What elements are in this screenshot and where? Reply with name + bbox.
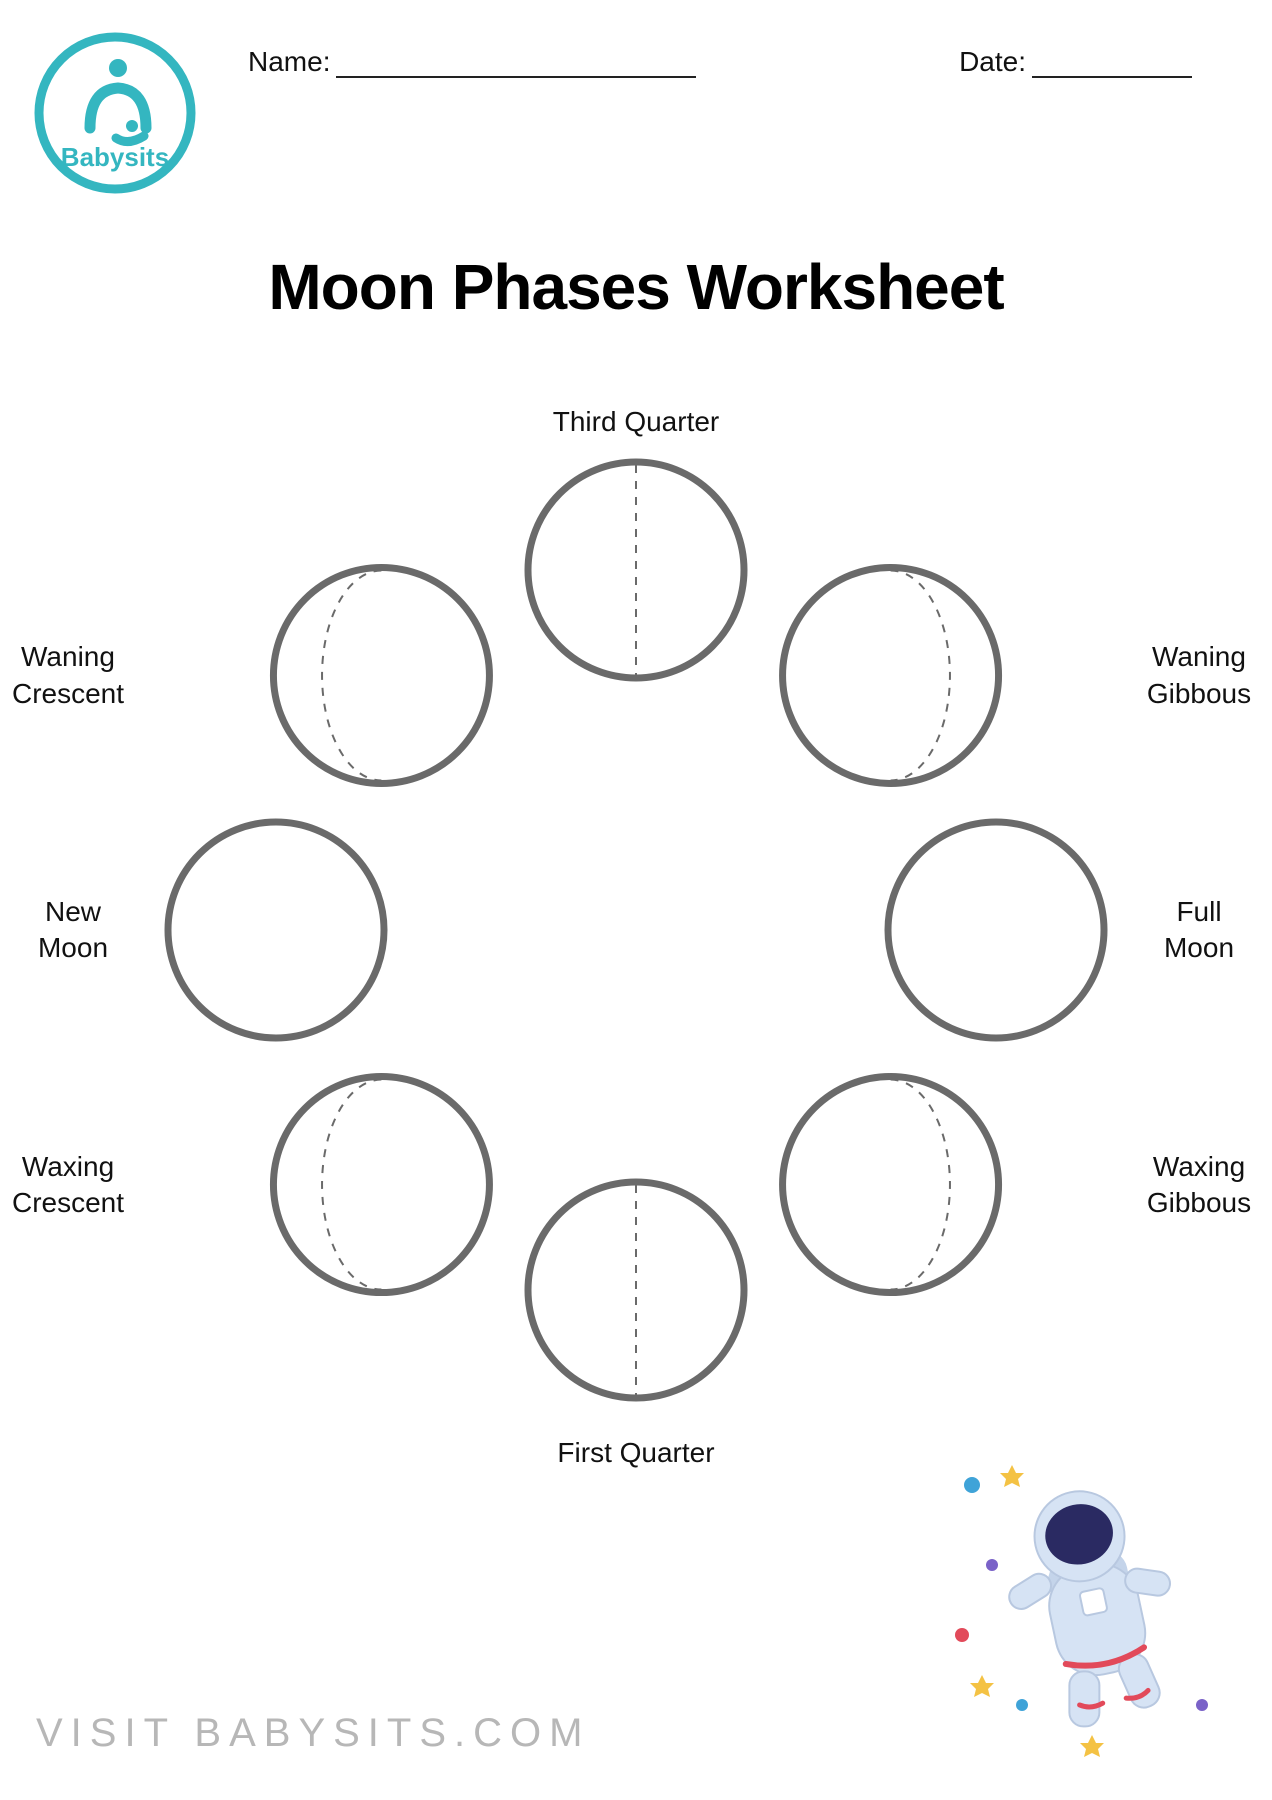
brand-logo: Babysits	[30, 28, 200, 203]
phase-label-waning_gibbous: WaningGibbous	[1109, 639, 1272, 712]
moon-full_moon	[888, 822, 1104, 1038]
moon-waning_gibbous	[783, 567, 999, 783]
phase-label-waning_crescent: WaningCrescent	[0, 639, 158, 712]
moon-phases-diagram	[86, 380, 1186, 1485]
name-blank-line[interactable]	[336, 76, 696, 78]
moon-waxing_gibbous	[783, 1077, 999, 1293]
moon-third_quarter	[528, 462, 744, 678]
moon-new_moon	[168, 822, 384, 1038]
astronaut-illustration	[942, 1445, 1242, 1770]
phase-label-third_quarter: Third Quarter	[546, 404, 726, 440]
moon-waning_crescent	[273, 567, 489, 783]
date-blank-line[interactable]	[1032, 76, 1192, 78]
page-title: Moon Phases Worksheet	[0, 250, 1272, 324]
date-field[interactable]: Date:	[959, 46, 1192, 78]
phase-label-waxing_gibbous: WaxingGibbous	[1109, 1149, 1272, 1222]
phase-label-first_quarter: First Quarter	[546, 1435, 726, 1471]
date-label: Date:	[959, 46, 1026, 77]
brand-name: Babysits	[61, 142, 169, 172]
phase-label-full_moon: FullMoon	[1109, 894, 1272, 967]
moon-waxing_crescent	[273, 1077, 489, 1293]
footer-text: VISIT BABYSITS.COM	[36, 1711, 590, 1756]
phase-label-waxing_crescent: WaxingCrescent	[0, 1149, 158, 1222]
name-field[interactable]: Name:	[248, 46, 696, 78]
name-label: Name:	[248, 46, 330, 77]
phase-label-new_moon: NewMoon	[0, 894, 163, 967]
moon-first_quarter	[528, 1182, 744, 1398]
